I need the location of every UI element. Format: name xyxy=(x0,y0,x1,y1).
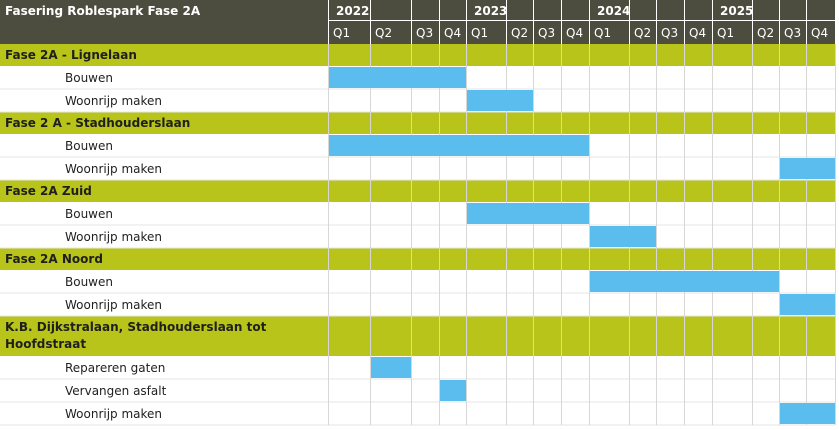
quarter-label: Q2 xyxy=(375,26,392,40)
group-label: Fase 2A Zuid xyxy=(5,184,92,198)
task-bar xyxy=(590,226,656,247)
year-label: 2023 xyxy=(474,4,507,18)
task-label: Woonrijp maken xyxy=(65,230,162,244)
chart-header xyxy=(0,0,835,44)
task-label: Bouwen xyxy=(65,139,113,153)
quarter-label: Q4 xyxy=(689,26,706,40)
task-label: Woonrijp maken xyxy=(65,407,162,421)
year-label: 2025 xyxy=(720,4,753,18)
group-row xyxy=(0,44,835,66)
quarter-label: Q2 xyxy=(757,26,774,40)
group-row xyxy=(0,248,835,270)
quarter-label: Q4 xyxy=(811,26,828,40)
task-bar xyxy=(371,357,411,378)
chart-title: Fasering Roblespark Fase 2A xyxy=(5,4,201,18)
group-row xyxy=(0,180,835,202)
quarter-label: Q2 xyxy=(634,26,651,40)
task-label: Bouwen xyxy=(65,71,113,85)
group-label: Fase 2A - Lignelaan xyxy=(5,48,137,62)
task-bar xyxy=(590,271,779,292)
group-row xyxy=(0,112,835,134)
task-bar xyxy=(780,158,835,179)
group-label: Fase 2A Noord xyxy=(5,252,103,266)
task-bar xyxy=(780,294,835,315)
group-label: Hoofdstraat xyxy=(5,337,86,351)
quarter-label: Q3 xyxy=(538,26,555,40)
task-label: Woonrijp maken xyxy=(65,298,162,312)
quarter-label: Q4 xyxy=(566,26,583,40)
quarter-label: Q2 xyxy=(511,26,528,40)
quarter-label: Q3 xyxy=(661,26,678,40)
task-label: Bouwen xyxy=(65,275,113,289)
quarter-label: Q4 xyxy=(444,26,461,40)
group-label: Fase 2 A - Stadhouderslaan xyxy=(5,116,190,130)
year-label: 2024 xyxy=(597,4,630,18)
quarter-label: Q3 xyxy=(416,26,433,40)
task-bar xyxy=(467,90,533,111)
task-label: Bouwen xyxy=(65,207,113,221)
group-row xyxy=(0,316,835,356)
task-bar xyxy=(440,380,466,401)
task-label: Vervangen asfalt xyxy=(65,384,167,398)
task-label: Woonrijp maken xyxy=(65,94,162,108)
task-bar xyxy=(780,403,835,424)
task-bar xyxy=(329,67,466,88)
quarter-label: Q1 xyxy=(594,26,611,40)
quarter-label: Q1 xyxy=(717,26,734,40)
task-bar xyxy=(329,135,589,156)
task-bar xyxy=(467,203,589,224)
year-label: 2022 xyxy=(336,4,369,18)
quarter-label: Q1 xyxy=(333,26,350,40)
group-label: K.B. Dijkstralaan, Stadhouderslaan tot xyxy=(5,320,267,334)
task-label: Woonrijp maken xyxy=(65,162,162,176)
quarter-label: Q3 xyxy=(784,26,801,40)
quarter-label: Q1 xyxy=(471,26,488,40)
task-label: Repareren gaten xyxy=(65,361,165,375)
